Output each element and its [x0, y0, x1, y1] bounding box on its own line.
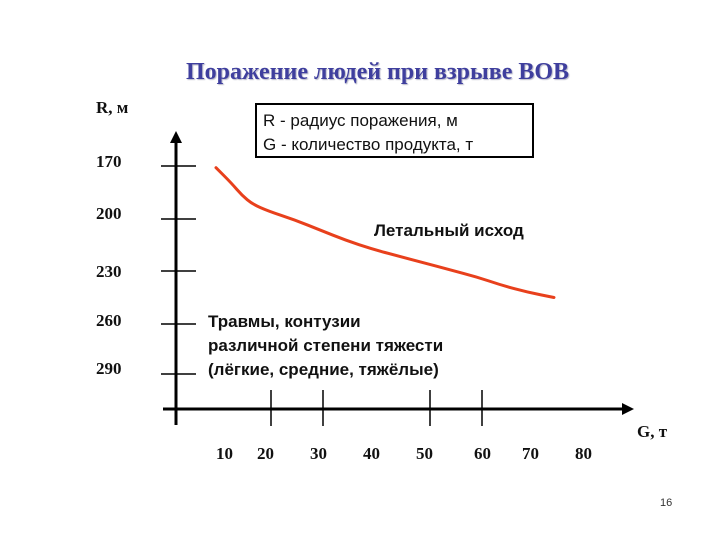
x-axis-arrow	[622, 403, 634, 415]
axes	[163, 131, 634, 425]
y-tick-marks	[161, 165, 196, 375]
y-axis-arrow	[170, 131, 182, 143]
lethal-zone-annotation: Летальный исход	[374, 221, 524, 240]
x-tick-label: 70	[522, 444, 539, 463]
chart-title: Поражение людей при взрыве ВОВ	[185, 59, 570, 85]
y-tick-label: 260	[96, 311, 122, 330]
x-tick-label: 50	[416, 444, 433, 463]
page-number: 16	[660, 497, 673, 509]
x-tick-label: 60	[474, 444, 491, 463]
injury-line: различной степени тяжести	[208, 336, 444, 355]
x-tick-label: 20	[257, 444, 274, 463]
legend-entry: R - радиус поражения, м	[263, 111, 458, 130]
x-tick-label: 30	[310, 444, 327, 463]
x-tick-label: 40	[363, 444, 380, 463]
series-line	[214, 166, 556, 299]
y-tick-label: 200	[96, 204, 122, 223]
legend-box: R - радиус поражения, м G - количество п…	[255, 103, 534, 158]
y-tick-label: 170	[96, 152, 122, 171]
x-tick-label: 80	[575, 444, 592, 463]
injury-zone-annotation: Травмы, контузии различной степени тяжес…	[208, 310, 443, 382]
injury-line: Травмы, контузии	[208, 312, 361, 331]
y-axis-label: R, м	[96, 98, 129, 117]
y-tick-label: 230	[96, 262, 122, 281]
x-tick-label: 10	[216, 444, 233, 463]
x-tick-marks	[270, 390, 483, 426]
x-axis-label: G, т	[637, 422, 668, 441]
legend-entry: G - количество продукта, т	[263, 135, 474, 154]
injury-line: (лёгкие, средние, тяжёлые)	[208, 360, 439, 379]
y-tick-label: 290	[96, 359, 122, 378]
